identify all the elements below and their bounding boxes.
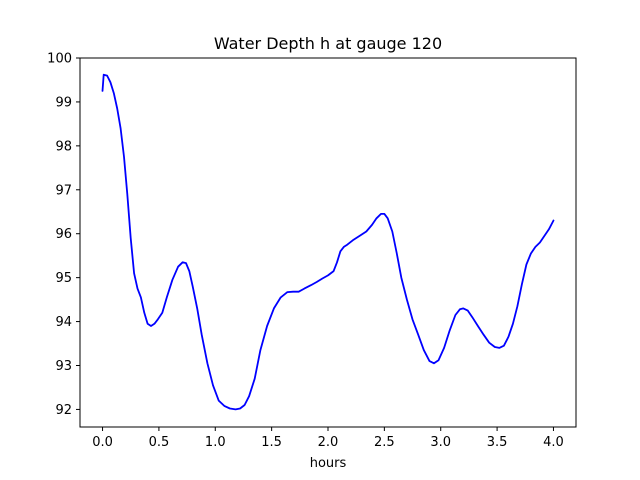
y-tick-label: 92 bbox=[55, 403, 72, 418]
x-tick-label: 0.0 bbox=[92, 435, 113, 450]
x-tick-label: 2.0 bbox=[318, 435, 339, 450]
y-tick-label: 94 bbox=[55, 315, 72, 330]
x-axis-label: hours bbox=[310, 456, 347, 471]
y-tick-label: 98 bbox=[55, 139, 72, 154]
series-layer bbox=[101, 73, 555, 411]
x-tick-label: 1.0 bbox=[205, 435, 226, 450]
x-axis-ticks: 0.0 0.5 1.0 1.5 2.0 2.5 3.0 3.5 4.0 bbox=[92, 427, 564, 450]
x-tick-label: 3.0 bbox=[430, 435, 451, 450]
y-tick-label: 93 bbox=[55, 359, 72, 374]
y-tick-label: 95 bbox=[55, 271, 72, 286]
y-tick-label: 100 bbox=[47, 52, 72, 67]
x-tick-label: 3.5 bbox=[487, 435, 508, 450]
y-tick-label: 96 bbox=[55, 227, 72, 242]
x-tick-label: 2.5 bbox=[374, 435, 395, 450]
y-tick-label: 97 bbox=[55, 183, 72, 198]
x-tick-label: 0.5 bbox=[149, 435, 170, 450]
y-tick-label: 99 bbox=[55, 95, 72, 110]
chart-title: Water Depth h at gauge 120 bbox=[214, 34, 442, 53]
x-tick-label: 1.5 bbox=[261, 435, 282, 450]
x-tick-label: 4.0 bbox=[543, 435, 564, 450]
y-axis-ticks: 92 93 94 95 96 97 98 99 100 bbox=[47, 52, 80, 418]
series-line bbox=[101, 73, 555, 411]
plot-area bbox=[80, 58, 576, 427]
